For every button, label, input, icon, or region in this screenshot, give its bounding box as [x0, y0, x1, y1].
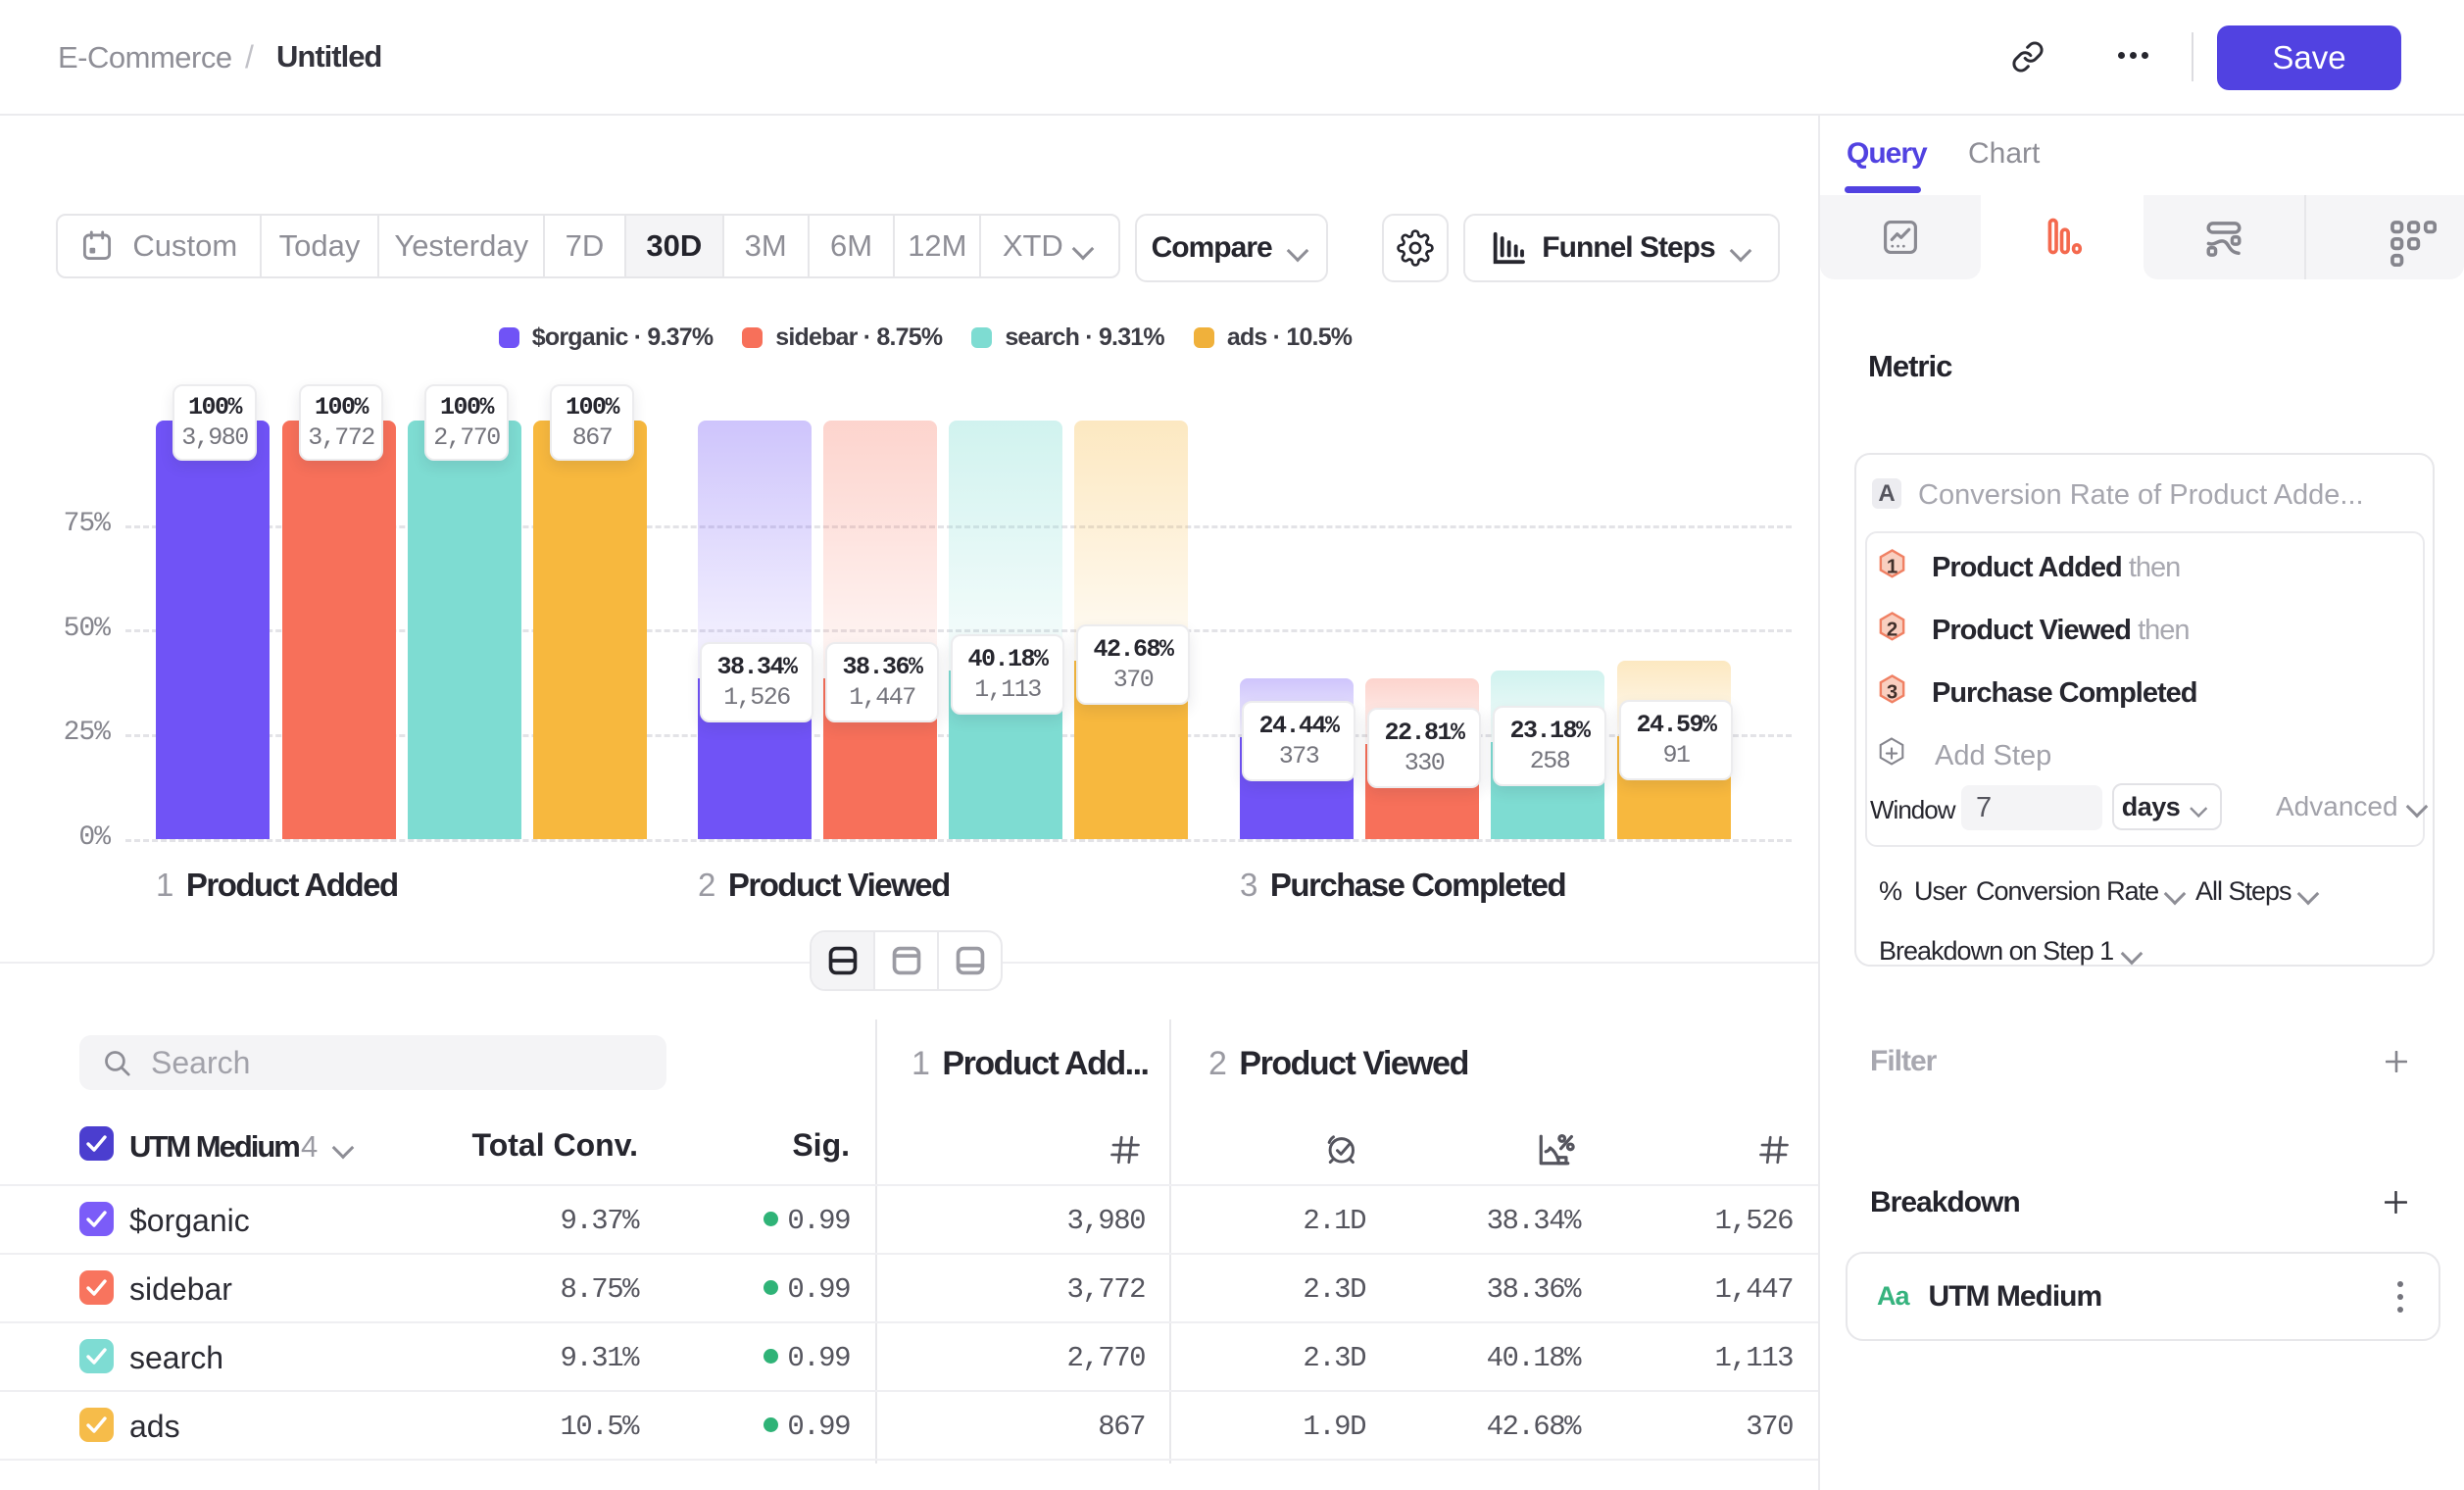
svg-text:3: 3 [1887, 681, 1897, 703]
svg-text:2: 2 [1887, 619, 1897, 640]
svg-text:1: 1 [1887, 556, 1897, 577]
